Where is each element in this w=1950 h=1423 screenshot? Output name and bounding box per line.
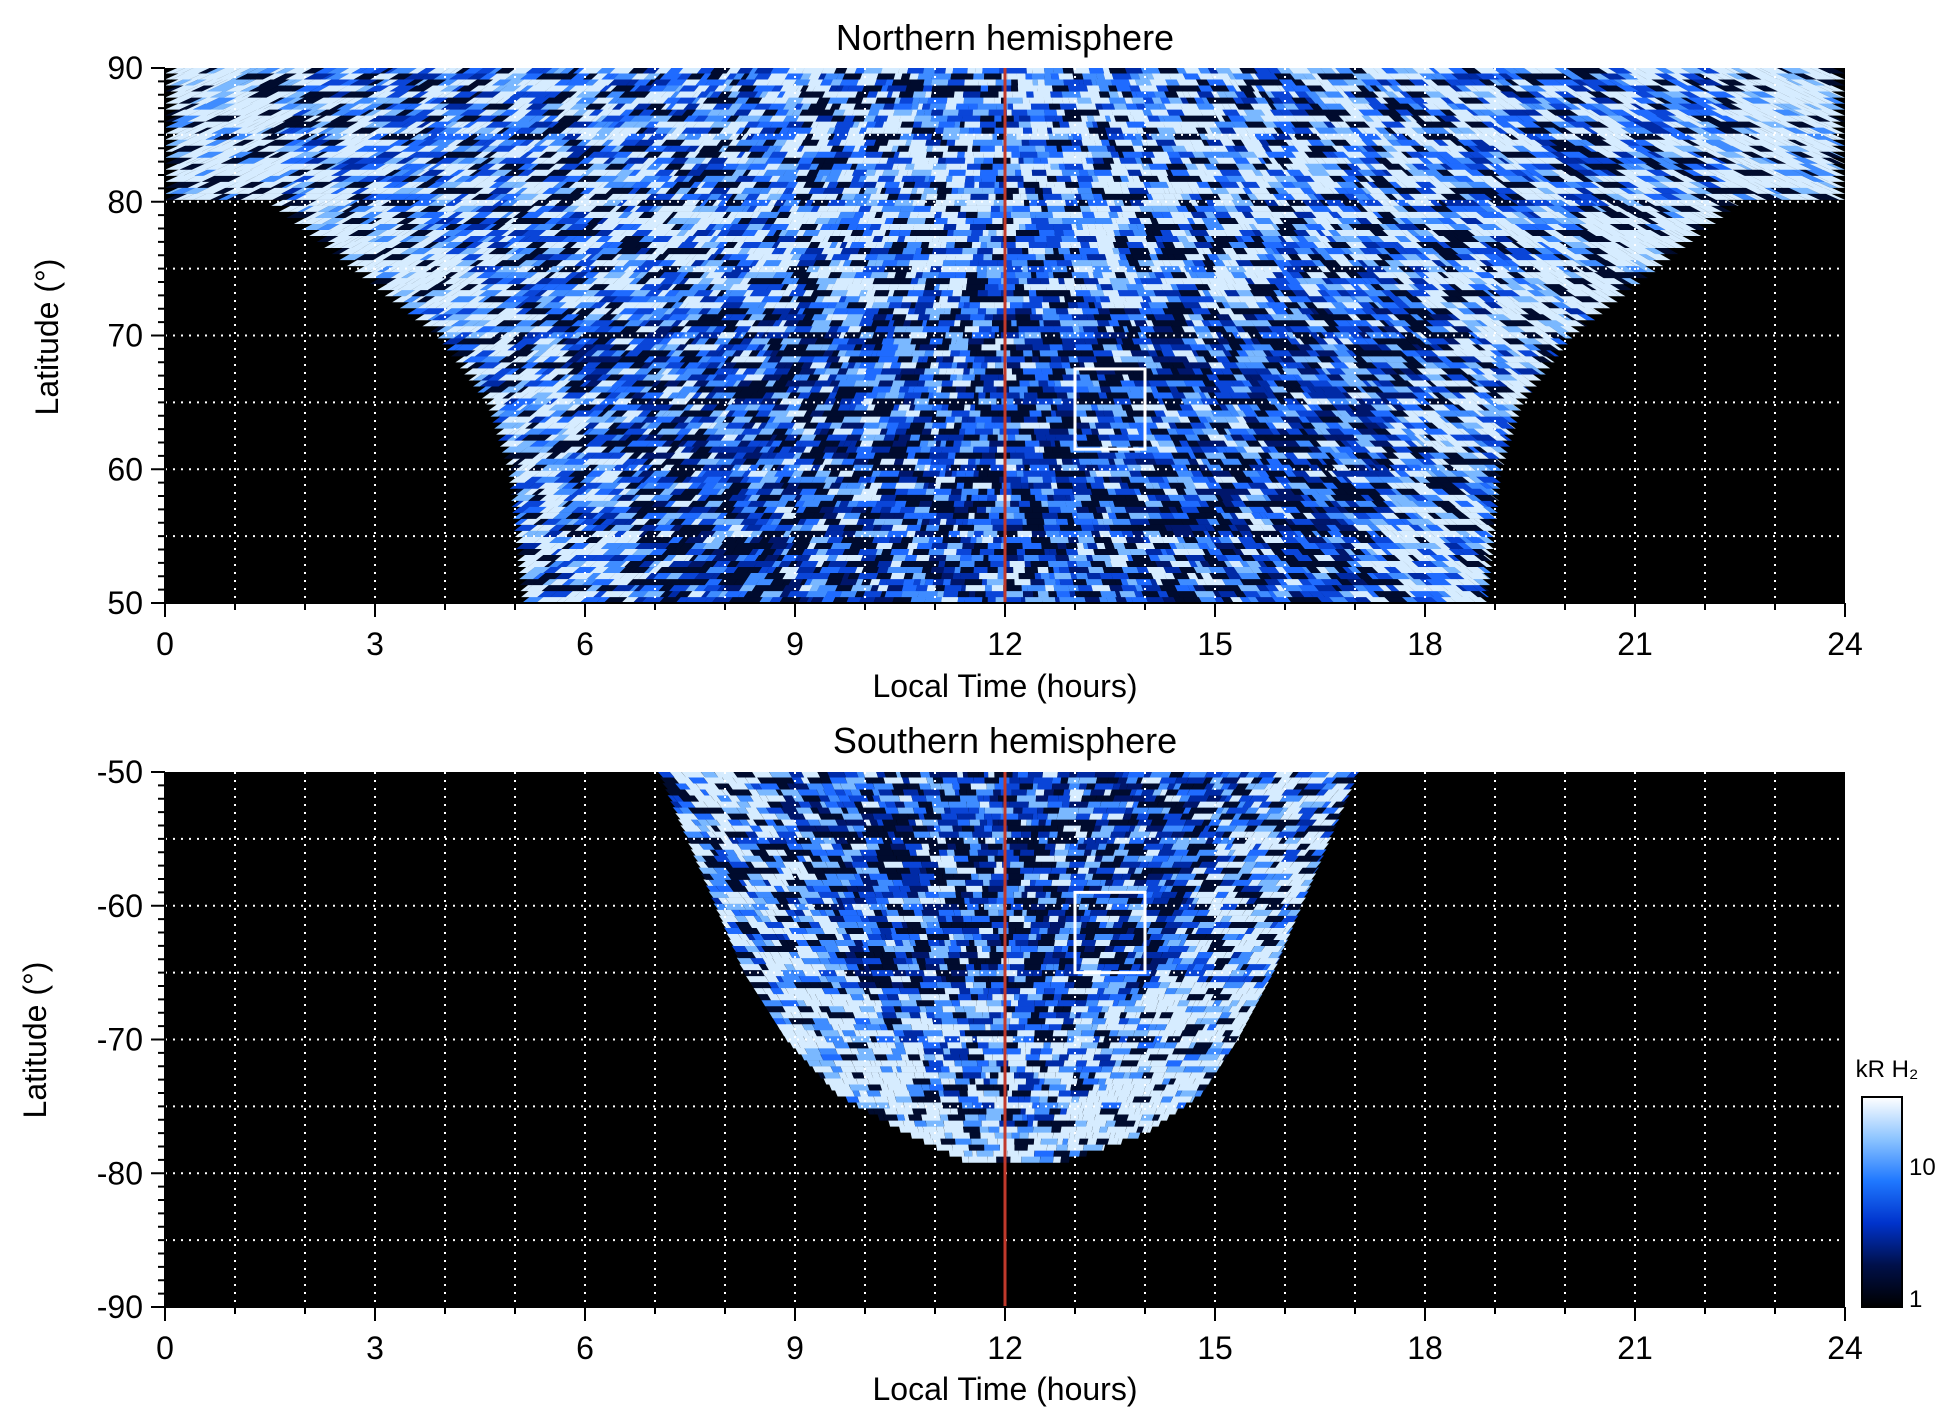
- northern-panel-title: Northern hemisphere: [836, 17, 1174, 58]
- northern-x-tick-label: 24: [1827, 626, 1863, 662]
- northern-x-tick-label: 18: [1407, 626, 1443, 662]
- southern-x-tick-label: 6: [576, 1330, 594, 1366]
- southern-x-tick-label: 0: [156, 1330, 174, 1366]
- colorbar-tick-label-10: 10: [1909, 1154, 1936, 1181]
- northern-y-tick-label: 70: [107, 318, 143, 354]
- northern-x-tick-label: 0: [156, 626, 174, 662]
- southern-y-tick-label: -70: [97, 1022, 143, 1058]
- southern-panel-title: Southern hemisphere: [833, 720, 1177, 761]
- southern-highlight-box: [1073, 890, 1147, 975]
- colorbar-gradient: [1861, 1096, 1903, 1308]
- southern-panel: Southern hemisphere Local Time (hours) L…: [17, 720, 1863, 1407]
- northern-x-axis-label: Local Time (hours): [873, 668, 1138, 704]
- northern-highlight-box: [1073, 367, 1147, 451]
- southern-x-tick-label: 18: [1407, 1330, 1443, 1366]
- northern-panel: Northern hemisphere Local Time (hours) L…: [29, 17, 1863, 704]
- southern-x-axis-label: Local Time (hours): [873, 1371, 1138, 1407]
- southern-y-tick-label: -60: [97, 888, 143, 924]
- northern-gridlines: [165, 68, 1845, 603]
- northern-y-tick-label: 90: [107, 50, 143, 86]
- northern-x-tick-label: 21: [1617, 626, 1653, 662]
- northern-y-tick-label: 80: [107, 184, 143, 220]
- southern-x-tick-label: 21: [1617, 1330, 1653, 1366]
- southern-emission-streaks: [658, 772, 1360, 1163]
- southern-x-tick-label: 12: [987, 1330, 1023, 1366]
- southern-y-tick-label: -50: [97, 754, 143, 790]
- northern-x-tick-label: 9: [786, 626, 804, 662]
- northern-y-tick-label: 60: [107, 451, 143, 487]
- northern-x-tick-label: 3: [366, 626, 384, 662]
- southern-x-tick-label: 9: [786, 1330, 804, 1366]
- northern-plot-area: [165, 68, 1845, 603]
- northern-y-tick-label: 50: [107, 585, 143, 621]
- colorbar-label: kR H₂: [1856, 1056, 1919, 1083]
- southern-x-tick-label: 3: [366, 1330, 384, 1366]
- southern-plot-area: [165, 772, 1845, 1307]
- northern-x-tick-label: 12: [987, 626, 1023, 662]
- colorbar: kR H₂ 10 1: [1856, 1056, 1936, 1313]
- southern-y-tick-label: -80: [97, 1155, 143, 1191]
- northern-x-tick-label: 15: [1197, 626, 1233, 662]
- southern-x-tick-label: 15: [1197, 1330, 1233, 1366]
- colorbar-tick-label-1: 1: [1909, 1286, 1922, 1313]
- southern-y-tick-label: -90: [97, 1289, 143, 1325]
- northern-y-axis-label: Latitude (°): [29, 259, 65, 416]
- northern-x-tick-label: 6: [576, 626, 594, 662]
- southern-x-tick-label: 24: [1827, 1330, 1863, 1366]
- southern-y-axis-label: Latitude (°): [17, 962, 53, 1119]
